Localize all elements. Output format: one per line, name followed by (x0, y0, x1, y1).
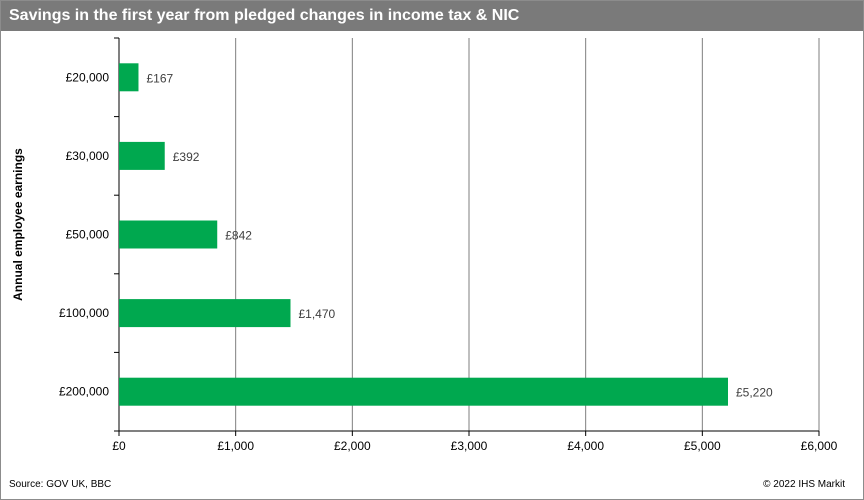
copyright-note: © 2022 IHS Markit (763, 479, 845, 490)
bar (119, 220, 218, 249)
x-tick-label: £0 (112, 439, 126, 453)
bar (119, 141, 165, 170)
data-label: £5,220 (736, 386, 773, 400)
data-label: £842 (225, 229, 252, 243)
data-label: £1,470 (299, 307, 336, 321)
data-label: £392 (173, 150, 200, 164)
y-axis-title: Annual employee earnings (11, 148, 25, 301)
x-tick-label: £5,000 (684, 439, 721, 453)
x-tick-label: £2,000 (334, 439, 371, 453)
data-label: £167 (146, 71, 173, 85)
x-tick-label: £3,000 (451, 439, 488, 453)
bar (119, 377, 728, 406)
x-tick-label: £4,000 (567, 439, 604, 453)
category-label: £100,000 (59, 306, 109, 320)
bar (119, 299, 291, 328)
category-label: £20,000 (66, 70, 110, 84)
chart-title: Savings in the first year from pledged c… (9, 7, 520, 24)
category-label: £30,000 (66, 149, 110, 163)
category-label: £200,000 (59, 385, 109, 399)
bar (119, 63, 139, 92)
x-tick-label: £6,000 (801, 439, 838, 453)
title-bar: Savings in the first year from pledged c… (1, 1, 863, 31)
category-label: £50,000 (66, 228, 110, 242)
source-note: Source: GOV UK, BBC (9, 479, 112, 490)
x-tick-label: £1,000 (217, 439, 254, 453)
